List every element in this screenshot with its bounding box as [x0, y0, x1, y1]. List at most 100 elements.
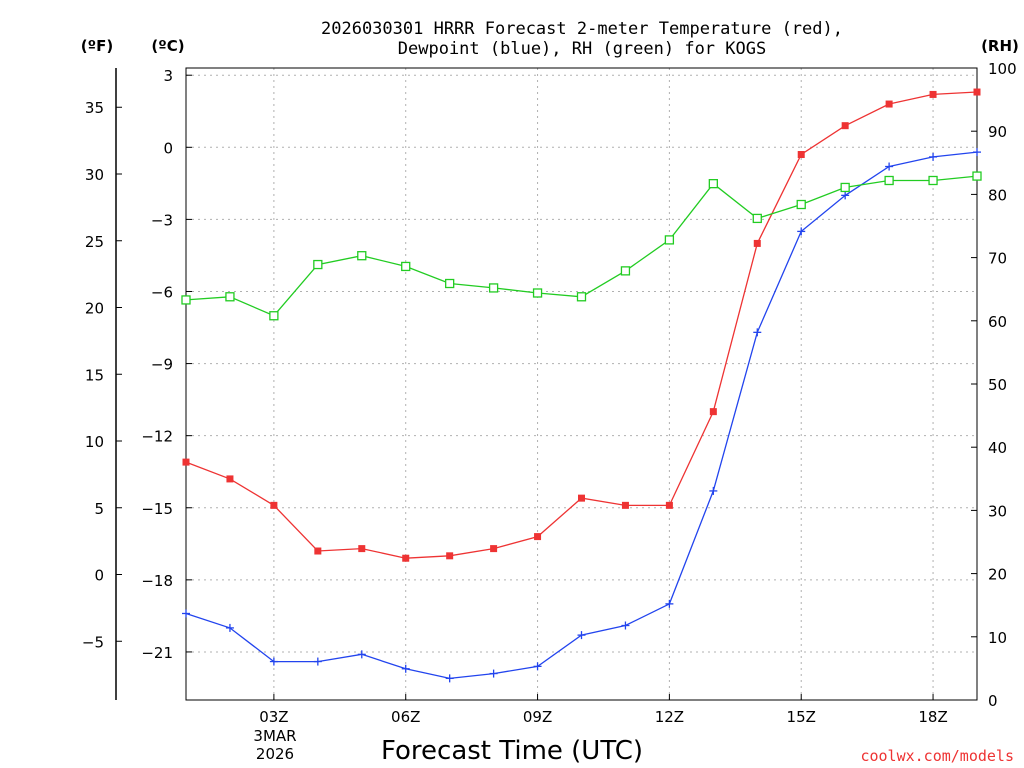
- rh-point: [708, 179, 718, 189]
- temperature-point: [226, 475, 234, 483]
- celsius-tick-label: −15: [141, 500, 173, 518]
- time-tick-label: 18Z: [918, 708, 947, 726]
- rh-point: [928, 175, 938, 186]
- chart-title-line-2: Dewpoint (blue), RH (green) for KOGS: [398, 39, 766, 59]
- time-tick-label: 15Z: [787, 708, 816, 726]
- fahrenheit-tick-label: 5: [94, 500, 104, 518]
- dewpoint-point: [621, 621, 630, 630]
- dewpoint-point: [973, 148, 981, 157]
- x-axis-label: Forecast Time (UTC): [381, 736, 643, 766]
- dewpoint-point: [753, 328, 762, 337]
- date-label-day: 3MAR: [253, 727, 296, 745]
- rh-point: [884, 175, 894, 186]
- rh-point: [972, 171, 982, 181]
- fahrenheit-tick-label: 10: [85, 433, 104, 451]
- dewpoint-point: [577, 631, 586, 640]
- celsius-tick-label: −3: [151, 211, 173, 229]
- date-label-year: 2026: [256, 745, 294, 763]
- temperature-point: [402, 554, 410, 562]
- fahrenheit-tick-label: 30: [85, 166, 104, 184]
- rh-tick-label: 10: [988, 629, 1007, 647]
- time-tick-label: 03Z: [259, 708, 288, 726]
- celsius-tick-label: −6: [151, 283, 173, 301]
- celsius-tick-label: −21: [141, 644, 173, 662]
- dewpoint-point: [357, 650, 366, 659]
- credit-link[interactable]: coolwx.com/models: [860, 747, 1014, 765]
- dewpoint-point: [665, 599, 674, 608]
- series-dewpoint: [182, 148, 981, 683]
- dewpoint-point: [225, 623, 234, 632]
- temperature-point: [534, 533, 542, 541]
- rh-tick-label: 60: [988, 313, 1007, 331]
- plot-frame: [185, 67, 978, 701]
- time-tick-label: 09Z: [523, 708, 552, 726]
- celsius-tick-label: −12: [141, 428, 173, 446]
- rh-point: [576, 292, 587, 302]
- celsius-tick-label: −9: [151, 356, 173, 374]
- rh-point: [225, 292, 235, 302]
- fahrenheit-tick-label: 25: [85, 233, 104, 251]
- rh-axis-unit: (RH): [981, 37, 1019, 55]
- series-line: [185, 91, 978, 559]
- title: 2026030301 HRRR Forecast 2-meter Tempera…: [321, 19, 843, 59]
- rh-tick-label: 20: [988, 566, 1007, 584]
- temperature-point: [490, 545, 498, 553]
- time-tick-label: 12Z: [655, 708, 684, 726]
- rh-tick-label: 50: [988, 376, 1007, 394]
- dewpoint-point: [489, 669, 498, 678]
- rh-tick-label: 80: [988, 186, 1007, 204]
- celsius-tick-label: 0: [163, 139, 173, 157]
- rh-tick-label: 0: [988, 692, 998, 710]
- dewpoint-point: [401, 664, 410, 673]
- temperature-point: [182, 458, 190, 466]
- temperature-point: [621, 501, 629, 509]
- temperature-point: [973, 88, 981, 96]
- dewpoint-point: [841, 191, 850, 200]
- dewpoint-point: [885, 162, 894, 171]
- dewpoint-point: [269, 657, 278, 666]
- rh-point: [181, 295, 191, 305]
- fahrenheit-axis: 35 30 25 20 15 10 5 0 −5: [82, 99, 122, 651]
- rh-tick-label: 70: [988, 250, 1007, 268]
- temperature-point: [270, 501, 278, 509]
- rh-point: [620, 266, 631, 276]
- series-line: [185, 151, 978, 680]
- celsius-tick-label: 3: [163, 67, 173, 85]
- rh-point: [269, 311, 279, 321]
- rh-point: [752, 213, 762, 224]
- fahrenheit-tick-label: 0: [94, 567, 104, 585]
- series-layer: [181, 88, 982, 683]
- temperature-point: [358, 545, 366, 553]
- temperature-point: [753, 239, 761, 247]
- gridlines: [186, 68, 977, 700]
- rh-tick-label: 90: [988, 123, 1007, 141]
- fahrenheit-tick-label: −5: [82, 633, 104, 651]
- temperature-point: [665, 501, 673, 509]
- rh-point: [796, 199, 806, 210]
- series-relative-humidity: [181, 171, 982, 321]
- celsius-axis-unit: (ºC): [151, 37, 184, 55]
- rh-point: [445, 278, 455, 289]
- temperature-point: [885, 100, 893, 108]
- time-tick-label: 06Z: [391, 708, 420, 726]
- rh-point: [664, 235, 675, 245]
- celsius-axis: 3 0 −3 −6 −9 −12 −15 −18 −21: [141, 67, 192, 662]
- temperature-point: [797, 151, 805, 159]
- dewpoint-point: [182, 609, 190, 618]
- temperature-point: [446, 552, 454, 560]
- rh-point: [313, 259, 323, 270]
- rh-tick-label: 100: [988, 60, 1017, 78]
- dewpoint-point: [797, 227, 806, 236]
- fahrenheit-axis-unit: (ºF): [81, 37, 113, 55]
- rh-point: [357, 251, 367, 261]
- dewpoint-point: [929, 152, 938, 161]
- dewpoint-point: [313, 657, 322, 666]
- fahrenheit-tick-label: 35: [85, 99, 104, 117]
- temperature-point: [578, 494, 585, 502]
- series-2-meter-temperature: [182, 88, 981, 562]
- celsius-tick-label: −18: [141, 572, 173, 590]
- chart-title-line-1: 2026030301 HRRR Forecast 2-meter Tempera…: [321, 19, 843, 39]
- rh-point: [840, 182, 850, 193]
- dewpoint-point: [533, 662, 542, 671]
